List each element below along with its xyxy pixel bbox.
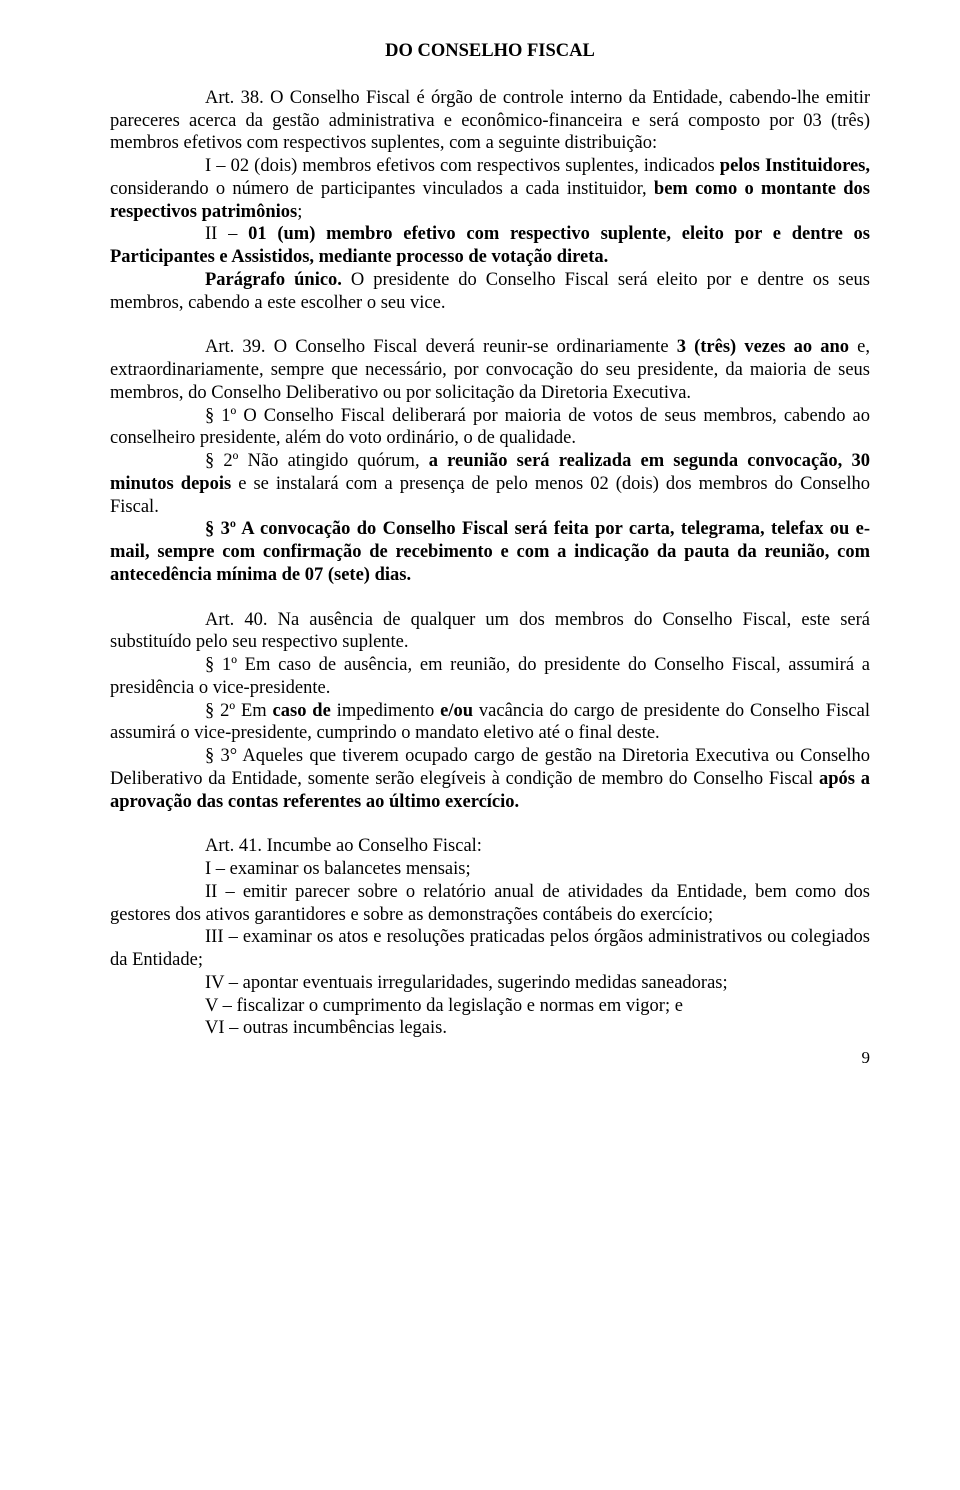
text: I – 02 (dois) membros efetivos com respe… (205, 156, 720, 176)
art-41-i6: VI – outras incumbências legais. (110, 1017, 870, 1040)
art-38-opening: Art. 38. O Conselho Fiscal é órgão de co… (110, 87, 870, 155)
text-bold: 3 (três) vezes ao ano (677, 337, 849, 357)
art-40-opening: Art. 40. Na ausência de qualquer um dos … (110, 609, 870, 655)
art-39-opening: Art. 39. O Conselho Fiscal deverá reunir… (110, 336, 870, 404)
art-41-i3: III – examinar os atos e resoluções prat… (110, 926, 870, 972)
text: ; (297, 202, 302, 222)
text: considerando o número de participantes v… (110, 179, 654, 199)
art-41-i1: I – examinar os balancetes mensais; (110, 858, 870, 881)
art-39-p1: § 1º O Conselho Fiscal deliberará por ma… (110, 405, 870, 451)
text: § 2º Não atingido quórum, (205, 451, 429, 471)
text: II – (205, 224, 248, 244)
art-38-paragrafo: Parágrafo único. O presidente do Conselh… (110, 269, 870, 315)
section-title: DO CONSELHO FISCAL (110, 40, 870, 63)
art-38-item-2: II – 01 (um) membro efetivo com respecti… (110, 223, 870, 269)
text-bold: Parágrafo único. (205, 270, 342, 290)
art-38-item-1: I – 02 (dois) membros efetivos com respe… (110, 155, 870, 223)
art-41-i4: IV – apontar eventuais irregularidades, … (110, 972, 870, 995)
page-number: 9 (110, 1048, 870, 1069)
art-41: Art. 41. Incumbe ao Conselho Fiscal: I –… (110, 835, 870, 1040)
art-41-i2: II – emitir parecer sobre o relatório an… (110, 881, 870, 927)
text: impedimento (331, 701, 440, 721)
art-40: Art. 40. Na ausência de qualquer um dos … (110, 609, 870, 814)
art-40-p1: § 1º Em caso de ausência, em reunião, do… (110, 654, 870, 700)
art-39: Art. 39. O Conselho Fiscal deverá reunir… (110, 336, 870, 586)
art-39-p2: § 2º Não atingido quórum, a reunião será… (110, 450, 870, 518)
art-41-opening: Art. 41. Incumbe ao Conselho Fiscal: (110, 835, 870, 858)
art-38: Art. 38. O Conselho Fiscal é órgão de co… (110, 87, 870, 315)
text: § 2º Em (205, 701, 273, 721)
text: § 3° Aqueles que tiverem ocupado cargo d… (110, 746, 870, 789)
text-bold: pelos Instituidores, (720, 156, 870, 176)
art-39-p3: § 3º A convocação do Conselho Fiscal ser… (110, 518, 870, 586)
text-bold: e/ou (440, 701, 473, 721)
text: Art. 39. O Conselho Fiscal deverá reunir… (205, 337, 677, 357)
text-bold: caso de (273, 701, 331, 721)
art-40-p2: § 2º Em caso de impedimento e/ou vacânci… (110, 700, 870, 746)
art-41-i5: V – fiscalizar o cumprimento da legislaç… (110, 995, 870, 1018)
art-40-p3: § 3° Aqueles que tiverem ocupado cargo d… (110, 745, 870, 813)
